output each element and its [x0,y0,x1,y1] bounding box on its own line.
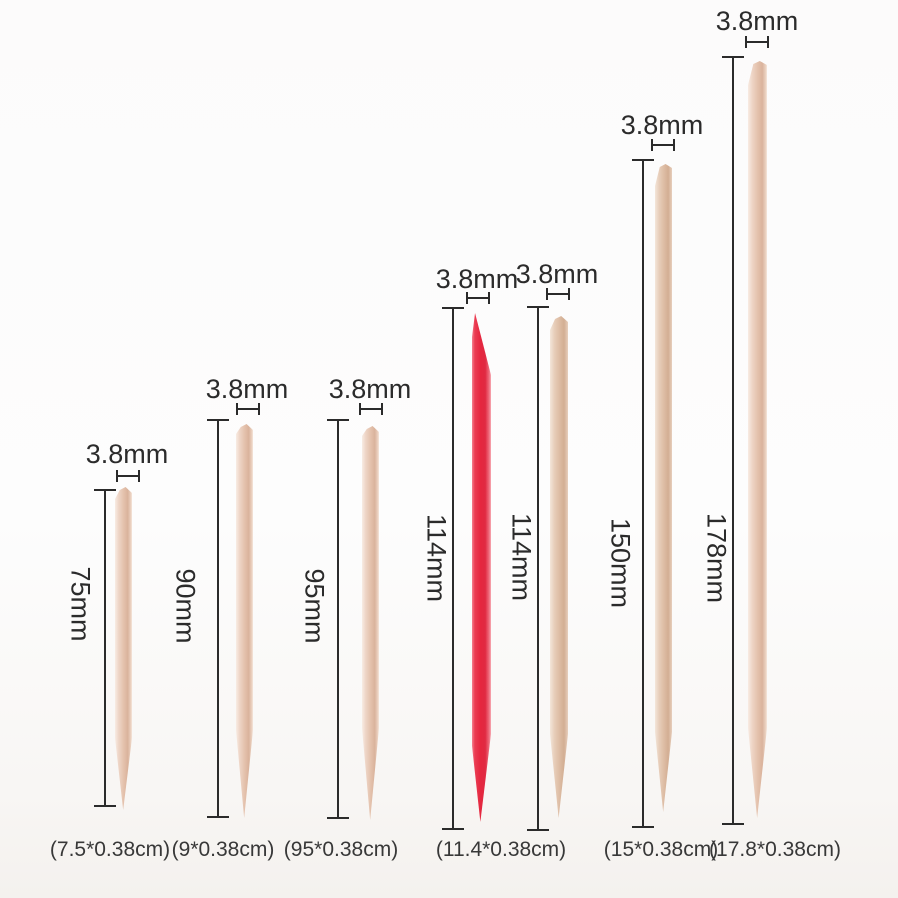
length-dimension-line [442,307,464,830]
wooden-stick-photo [115,487,132,810]
wooden-stick-photo [362,426,379,820]
size-caption: (17.8*0.38cm) [709,838,841,861]
length-label: 114mm [506,512,537,602]
size-caption: (9*0.38cm) [171,838,275,861]
length-label: 95mm [299,568,330,644]
width-label: 3.8mm [620,110,704,140]
size-caption: (11.4*0.38cm) [435,838,567,861]
width-dimension-bracket [116,470,140,482]
wooden-stick-photo [550,316,568,818]
length-label: 75mm [65,566,96,642]
size-caption: (7.5*0.38cm) [49,838,171,861]
length-label: 178mm [701,512,732,604]
width-label: 3.8mm [85,439,169,469]
length-dimension-line [207,419,229,818]
width-label: 3.8mm [515,259,599,289]
width-label: 3.8mm [205,374,289,404]
width-dimension-bracket [466,292,490,304]
length-dimension-line [94,489,116,807]
length-label: 114mm [421,513,452,603]
width-label: 3.8mm [715,6,799,36]
wooden-stick-photo [748,61,767,818]
width-dimension-bracket [236,403,260,415]
wooden-stick-photo [236,424,253,818]
length-dimension-line [722,56,744,825]
width-dimension-bracket [745,36,769,48]
width-dimension-bracket [651,139,675,151]
length-dimension-line [632,159,654,828]
length-dimension-line [327,419,349,819]
length-label: 150mm [605,517,636,609]
width-label: 3.8mm [435,264,519,294]
red-stick-photo [472,313,491,822]
width-dimension-bracket [359,403,383,415]
width-dimension-bracket [546,288,570,300]
wooden-stick-photo [655,164,672,812]
length-label: 90mm [170,568,201,644]
size-caption: (15*0.38cm) [603,838,719,861]
size-caption: (95*0.38cm) [283,838,399,861]
length-dimension-line [527,306,549,831]
width-label: 3.8mm [328,374,412,404]
